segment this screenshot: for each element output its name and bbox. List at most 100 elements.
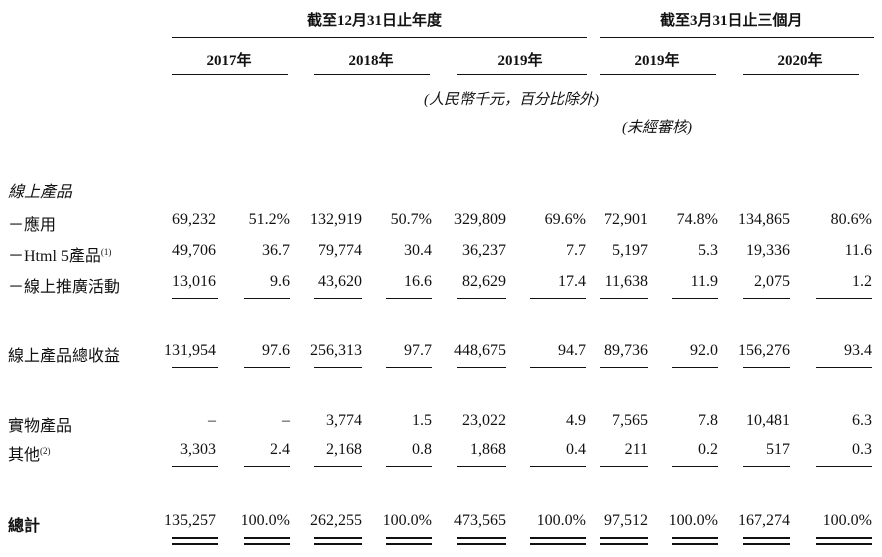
table-cell: 30.4 xyxy=(404,242,432,259)
table-cell: 82,629 xyxy=(462,273,506,290)
subtotal-rule xyxy=(672,466,718,467)
table-cell: 11.6 xyxy=(844,242,872,259)
table-cell: 80.6% xyxy=(830,211,872,228)
table-cell: 6.3 xyxy=(852,412,872,429)
table-cell: 167,274 xyxy=(738,512,790,529)
year-rule-2019-q xyxy=(600,74,716,75)
total-double-rule xyxy=(816,537,872,539)
table-cell: 11.9 xyxy=(690,273,718,290)
year-rule-2019 xyxy=(457,74,587,75)
table-cell: 74.8% xyxy=(676,211,718,228)
footnote-marker-2: (2) xyxy=(40,446,51,456)
year-header-2017: 2017年 xyxy=(206,53,252,69)
subtotal-rule xyxy=(386,367,432,368)
table-cell: 329,809 xyxy=(454,211,506,228)
total-double-rule xyxy=(600,543,648,545)
table-cell: 7.7 xyxy=(566,242,586,259)
table-cell: 9.6 xyxy=(270,273,290,290)
table-cell: 92.0 xyxy=(690,342,718,359)
table-cell: – xyxy=(208,412,216,429)
table-cell: 5,197 xyxy=(612,242,648,259)
table-cell: 0.4 xyxy=(566,441,586,458)
subtotal-rule xyxy=(172,367,218,368)
table-cell: 134,865 xyxy=(738,211,790,228)
subtotal-rule xyxy=(600,298,648,299)
subtotal-rule xyxy=(172,298,218,299)
total-double-rule xyxy=(172,537,218,539)
total-double-rule xyxy=(386,537,432,539)
table-cell: 97.7 xyxy=(404,342,432,359)
table-cell: 51.2% xyxy=(248,211,290,228)
total-double-rule xyxy=(244,543,290,545)
period-rule-quarterly xyxy=(600,37,874,38)
currency-note: (人民幣千元，百分比除外) xyxy=(424,92,599,108)
table-cell: 49,706 xyxy=(172,242,216,259)
table-cell: 2.4 xyxy=(270,441,290,458)
table-cell: 7,565 xyxy=(612,412,648,429)
row-label-online-total: 線上產品總收益 xyxy=(8,348,121,365)
table-cell: 36,237 xyxy=(462,242,506,259)
year-header-2020-q: 2020年 xyxy=(777,53,823,69)
table-cell: 94.7 xyxy=(558,342,586,359)
year-rule-2020-q xyxy=(743,74,859,75)
table-cell: 19,336 xyxy=(746,242,790,259)
table-cell: 100.0% xyxy=(382,512,432,529)
row-label-apps: －應用 xyxy=(8,217,57,234)
table-cell: 50.7% xyxy=(390,211,432,228)
section-label-online-products: 線上產品 xyxy=(8,184,73,201)
subtotal-rule xyxy=(600,466,648,467)
subtotal-rule xyxy=(816,298,872,299)
subtotal-rule xyxy=(816,367,872,368)
footnote-marker-1: (1) xyxy=(100,247,112,257)
subtotal-rule xyxy=(816,466,872,467)
unaudited-note: (未經審核) xyxy=(622,120,692,136)
year-header-2018: 2018年 xyxy=(348,53,394,69)
subtotal-rule xyxy=(457,298,506,299)
table-cell: 3,774 xyxy=(326,412,362,429)
table-cell: 100.0% xyxy=(536,512,586,529)
table-cell: 262,255 xyxy=(310,512,362,529)
total-double-rule xyxy=(457,537,506,539)
table-cell: 211 xyxy=(624,441,648,458)
table-cell: 16.6 xyxy=(404,273,432,290)
subtotal-rule xyxy=(743,298,790,299)
subtotal-rule xyxy=(530,466,586,467)
table-cell: 100.0% xyxy=(822,512,872,529)
table-cell: 17.4 xyxy=(558,273,586,290)
table-cell: 135,257 xyxy=(164,512,216,529)
total-double-rule xyxy=(530,537,586,539)
row-label-html5: －Html 5產品(1) xyxy=(8,247,112,265)
table-cell: 7.8 xyxy=(698,412,718,429)
table-cell: 3,303 xyxy=(180,441,216,458)
table-cell: 2,168 xyxy=(326,441,362,458)
total-double-rule xyxy=(244,537,290,539)
row-label-physical: 實物產品 xyxy=(8,418,73,435)
table-cell: 156,276 xyxy=(738,342,790,359)
total-double-rule xyxy=(600,537,648,539)
row-label-grand-total: 總計 xyxy=(8,518,41,535)
table-cell: 89,736 xyxy=(604,342,648,359)
table-cell: 4.9 xyxy=(566,412,586,429)
year-header-2019-q: 2019年 xyxy=(634,53,680,69)
table-cell: 11,638 xyxy=(604,273,648,290)
year-header-2019: 2019年 xyxy=(497,53,543,69)
table-cell: 1,868 xyxy=(470,441,506,458)
table-cell: 23,022 xyxy=(462,412,506,429)
table-cell: 97,512 xyxy=(604,512,648,529)
total-double-rule xyxy=(386,543,432,545)
table-cell: 10,481 xyxy=(746,412,790,429)
subtotal-rule xyxy=(386,466,432,467)
table-cell: 93.4 xyxy=(844,342,872,359)
subtotal-rule xyxy=(244,367,290,368)
subtotal-rule xyxy=(244,298,290,299)
total-double-rule xyxy=(530,543,586,545)
subtotal-rule xyxy=(386,298,432,299)
subtotal-rule xyxy=(530,298,586,299)
table-cell: 13,016 xyxy=(172,273,216,290)
total-double-rule xyxy=(314,537,362,539)
table-cell: 448,675 xyxy=(454,342,506,359)
table-cell: 43,620 xyxy=(318,273,362,290)
period-header-annual: 截至12月31日止年度 xyxy=(307,13,443,29)
table-cell: – xyxy=(282,412,290,429)
subtotal-rule xyxy=(457,466,506,467)
